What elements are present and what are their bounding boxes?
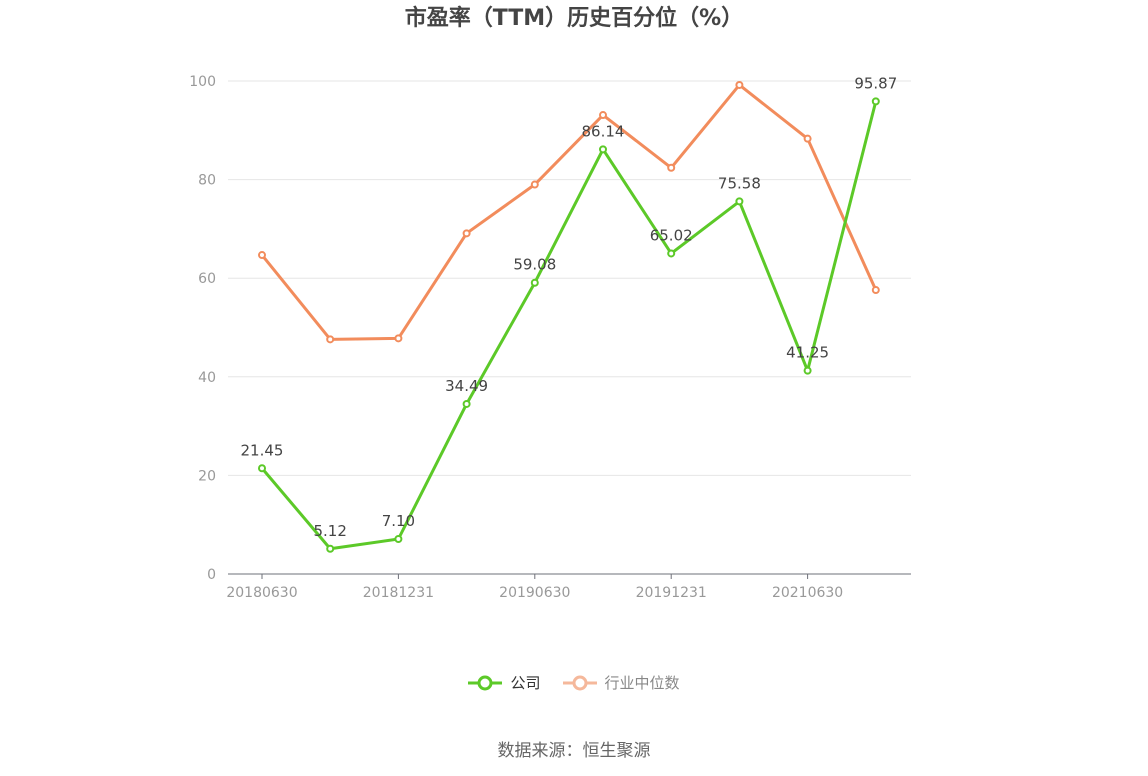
chart-legend: 公司 行业中位数 [0,672,1148,693]
data-point [871,286,880,295]
x-tick-label: 20191231 [636,585,707,601]
data-point [599,111,607,120]
data-point [599,145,607,154]
data-point [394,534,403,543]
data-label: 5.12 [313,522,346,540]
series-line-0 [260,100,878,551]
legend-industry-label: 行业中位数 [604,674,680,692]
x-tick-label: 20181231 [363,585,434,601]
y-tick-label: 20 [198,468,216,484]
data-label: 21.45 [241,441,284,459]
y-tick-label: 80 [198,173,216,189]
data-point [803,366,812,375]
data-point [803,134,812,143]
x-tick-label: 20210630 [772,585,843,601]
data-label: 41.25 [786,344,829,362]
data-label: 95.87 [854,74,897,92]
y-tick-label: 40 [198,370,216,386]
data-point [326,544,335,553]
legend-company-label: 公司 [510,674,541,692]
data-point [258,464,266,473]
data-point [326,335,335,344]
data-label: 59.08 [513,256,556,274]
data-point [530,278,539,287]
data-point [530,180,539,189]
legend-company-line-icon [468,675,503,690]
y-tick-label: 100 [189,74,216,90]
data-point [394,334,403,343]
x-tick-label: 20190630 [499,585,570,601]
data-point [667,163,676,172]
data-point [462,229,471,238]
data-point [871,97,880,106]
legend-item-company[interactable]: 公司 [468,672,541,693]
legend-item-industry[interactable]: 行业中位数 [562,672,680,693]
data-label: 75.58 [718,174,761,192]
data-label: 34.49 [445,377,488,395]
y-tick-label: 60 [198,271,216,287]
data-label: 86.14 [582,122,625,140]
x-tick-label: 20180630 [226,585,297,601]
data-label: 7.10 [382,512,415,530]
series-line-1 [260,83,878,341]
data-point [462,399,471,408]
chart-title: 市盈率（TTM）历史百分位（%） [404,6,744,31]
data-point [735,80,744,89]
data-label: 65.02 [650,226,693,244]
data-source-note: 数据来源：恒生聚源 [497,741,651,761]
y-tick-label: 0 [207,567,216,583]
data-point [667,249,676,258]
legend-industry-line-icon [562,675,597,690]
data-point [735,197,744,206]
data-point [258,251,266,260]
